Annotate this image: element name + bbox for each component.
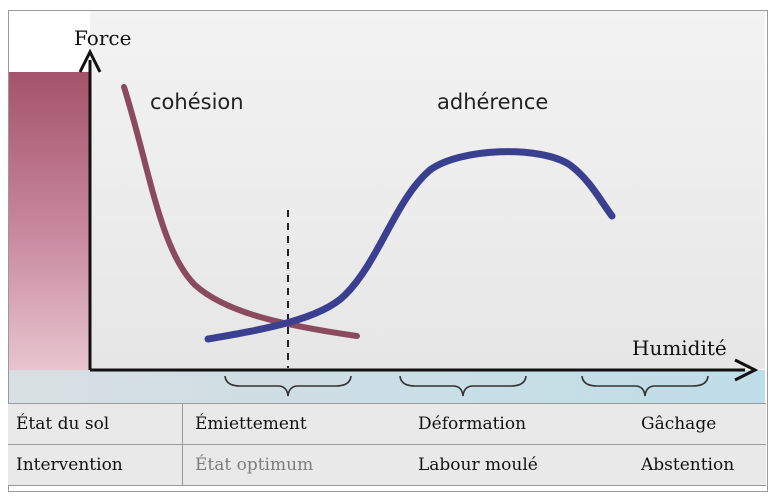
cell-abstention: Abstention [629,444,766,486]
adhesion-curve [204,148,616,343]
brace-gachage-icon [581,375,709,397]
soil-state-table: État du sol Émiettement Déformation Gâch… [8,403,766,486]
table-row: État du sol Émiettement Déformation Gâch… [8,403,766,445]
cell-etat-optimum: État optimum [182,444,406,486]
plot-background [90,11,765,369]
row-header-intervention: Intervention [8,444,183,486]
cell-emiettement: Émiettement [182,403,406,445]
y-axis-label: Force [74,26,131,50]
left-color-band [9,72,90,372]
cell-labour-moule: Labour moulé [406,444,629,486]
cohesion-label: cohésion [150,90,244,114]
adhesion-label: adhérence [437,90,548,114]
y-axis-arrow-icon [78,48,102,73]
table-row: Intervention État optimum Labour moulé A… [8,444,766,486]
row-header-etat-du-sol: État du sol [8,403,183,445]
x-axis-label: Humidité [632,336,727,360]
brace-deformation-icon [399,375,527,397]
brace-emiettement-icon [224,375,352,397]
cell-gachage: Gâchage [629,403,766,445]
x-axis-arrow-icon [734,358,759,382]
cell-deformation: Déformation [406,403,629,445]
